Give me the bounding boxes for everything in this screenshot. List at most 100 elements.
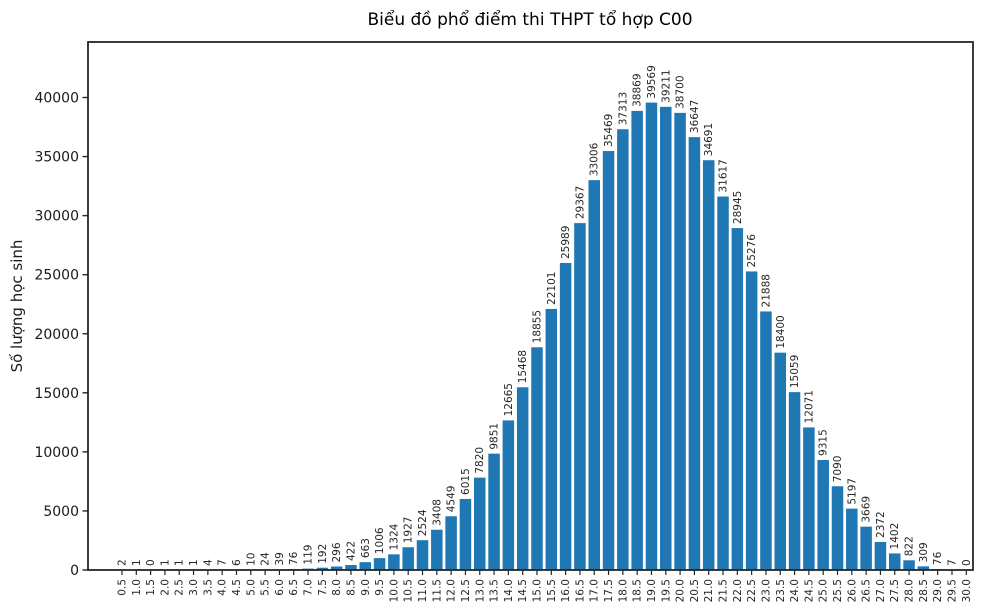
bar [860,526,872,570]
x-tick-label: 25.5 [832,579,844,602]
chart-title: Biểu đồ phổ điểm thi THPT tổ hợp C00 [367,9,692,30]
y-tick-label: 10000 [34,445,79,461]
bar [846,508,858,570]
x-tick-label: 1.0 [131,579,143,596]
x-tick-label: 15.0 [531,579,543,602]
plot-area: 0 5000 10000 15000 20000 25000 30000 35000 40000… [34,41,974,602]
bar-value-label: 0 [145,559,157,566]
x-tick-label: 28.5 [918,579,930,602]
bar-value-label: 5197 [846,478,858,505]
bar [345,565,357,570]
bar-value-label: 3669 [861,496,873,523]
bar [531,347,543,570]
bar [431,529,443,570]
x-tick-label: 21.5 [718,579,730,602]
bar-value-label: 34691 [703,123,715,156]
x-tick-label: 6.0 [274,579,286,596]
x-tick-label: 23.0 [760,579,772,602]
x-tick-label: 9.0 [360,579,372,596]
bar-value-label: 0 [961,559,973,566]
x-tick-label: 13.0 [474,579,486,602]
bar [402,547,414,570]
bar-value-label: 663 [360,538,372,558]
x-tick-label: 10.0 [388,579,400,602]
bar [559,263,572,570]
x-tick-label: 7.0 [303,579,315,596]
bar [359,562,372,570]
bar-value-label: 24 [260,552,272,566]
x-tick-label: 11.5 [431,579,443,602]
x-tick-label: 4.5 [231,579,243,596]
bar [674,112,686,570]
bar-value-label: 37313 [617,92,629,125]
x-tick-label: 24.5 [803,579,815,602]
x-tick-label: 17.0 [589,579,601,602]
bar-value-label: 1927 [403,517,415,544]
x-tick-label: 26.5 [861,579,873,602]
bar [617,129,629,570]
bar-value-label: 76 [288,551,300,565]
bar [731,228,744,570]
x-tick-label: 29.5 [946,579,958,602]
x-tick-label: 16.5 [574,579,586,602]
y-tick-label: 20000 [34,327,79,343]
bar-value-label: 4 [202,559,214,566]
x-tick-label: 20.5 [689,579,701,602]
x-tick-label: 8.0 [331,579,343,596]
x-tick-label: 28.0 [904,579,916,602]
bar [917,566,930,570]
y-tick-label: 0 [70,563,79,579]
y-tick-label: 15000 [34,386,79,402]
x-tick-label: 27.0 [875,579,887,602]
x-tick-label: 22.5 [746,579,758,602]
bar [316,567,329,570]
x-tick-label: 18.5 [632,579,644,602]
bar-value-label: 25276 [746,234,758,268]
y-tick-label: 25000 [34,268,79,284]
x-tick-label: 24.0 [789,579,801,602]
x-tick-label: 1.5 [145,579,157,596]
bar-value-label: 6 [231,559,243,566]
bar-value-label: 15468 [517,350,529,383]
bar [474,477,486,570]
bar-value-label: 296 [331,542,343,562]
bar-value-label: 4549 [446,486,458,513]
x-tick-label: 22.0 [732,579,744,602]
x-tick-label: 12.0 [446,579,458,602]
bar-value-label: 38700 [675,75,687,108]
bar [745,271,758,570]
x-tick-label: 19.0 [646,579,658,602]
bar-value-label: 33006 [589,142,601,176]
y-tick-label: 40000 [34,91,79,107]
bar [488,453,500,570]
bar-value-label: 29367 [574,186,586,219]
x-tick-label: 27.5 [889,579,901,602]
bar [631,110,643,570]
bar [545,308,558,570]
x-tick-label: 18.0 [617,579,629,602]
bar-value-label: 1 [174,559,186,566]
bar-value-label: 76 [932,551,944,565]
x-tick-label: 17.5 [603,579,615,602]
bar [788,392,801,570]
bar [702,160,715,570]
x-tick-label: 4.0 [217,579,229,596]
bar-value-label: 2372 [875,511,887,538]
x-tick-label: 25.0 [818,579,830,602]
bar-value-label: 1006 [374,527,386,554]
x-tick-label: 2.0 [159,579,171,596]
bar-value-label: 2 [117,559,129,566]
bar-value-label: 25989 [560,226,572,259]
x-tick-label: 10.5 [403,579,415,602]
bar-value-label: 9851 [489,423,501,450]
bar-value-label: 39 [274,552,286,565]
bar-value-label: 22101 [546,272,558,305]
bar [445,516,457,570]
bar-value-label: 39211 [660,69,672,102]
bar-value-label: 28945 [732,191,744,224]
x-tick-label: 26.0 [846,579,858,602]
y-tick-label: 30000 [34,209,79,225]
bar-value-label: 422 [345,541,357,561]
